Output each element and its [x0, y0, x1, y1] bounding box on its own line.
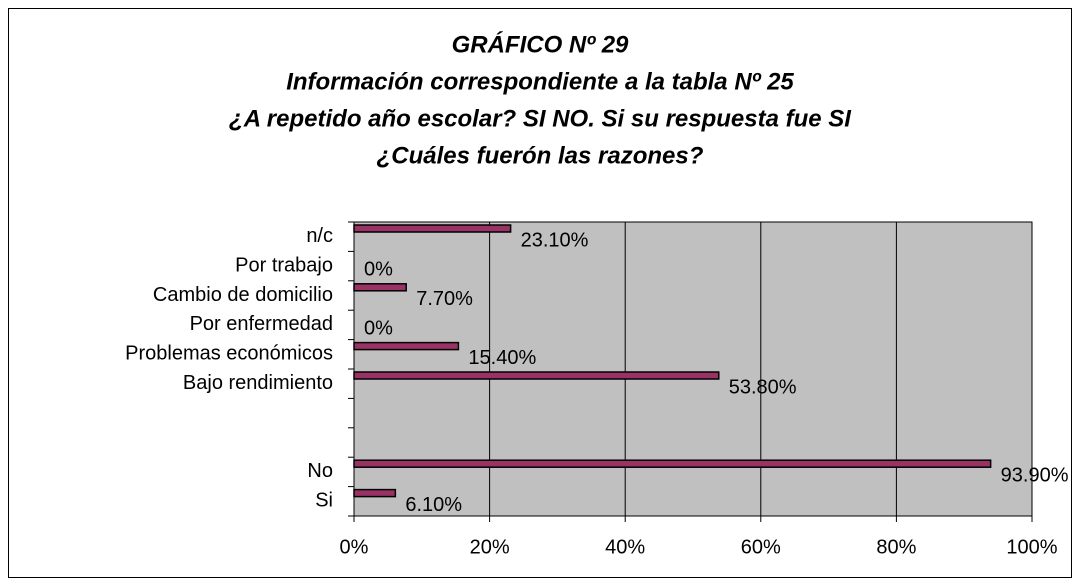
bar	[353, 488, 397, 498]
data-label: 53.80%	[729, 376, 797, 398]
plot-area	[353, 221, 1033, 517]
chart-title: ¿Cuáles fuerón las razones?	[377, 142, 704, 169]
bar	[353, 459, 992, 468]
data-label: 6.10%	[405, 494, 462, 516]
data-label: 15.40%	[468, 347, 536, 369]
chart-title: GRÁFICO Nº 29	[452, 30, 629, 58]
data-label: 7.70%	[416, 288, 473, 310]
y-tick-label: Si	[315, 490, 333, 512]
chart-title: ¿A repetido año escolar? SI NO. Si su re…	[229, 105, 852, 132]
y-tick-label: Cambio de domicilio	[153, 284, 333, 306]
data-label: 0%	[364, 259, 393, 281]
x-tick-label: 0%	[340, 536, 369, 558]
bar	[353, 341, 460, 351]
y-tick-label: No	[307, 460, 333, 482]
bar	[353, 371, 720, 380]
y-tick-label: n/c	[306, 225, 333, 247]
y-tick-label: Por trabajo	[235, 254, 333, 276]
x-tick-label: 20%	[470, 536, 510, 558]
data-label: 93.90%	[1001, 464, 1069, 486]
bar	[353, 224, 512, 233]
x-tick-label: 60%	[741, 536, 781, 558]
x-tick-label: 80%	[876, 536, 916, 558]
data-label: 23.10%	[521, 229, 589, 251]
y-tick-label: Bajo rendimiento	[183, 372, 333, 394]
y-tick-label: Problemas económicos	[125, 343, 333, 365]
y-tick-label: Por enfermedad	[190, 313, 333, 335]
x-tick-label: 100%	[1006, 536, 1057, 558]
chart-title: Información correspondiente a la tabla N…	[286, 68, 794, 95]
bar	[353, 283, 407, 292]
data-label: 0%	[364, 317, 393, 339]
x-tick-label: 40%	[605, 536, 645, 558]
